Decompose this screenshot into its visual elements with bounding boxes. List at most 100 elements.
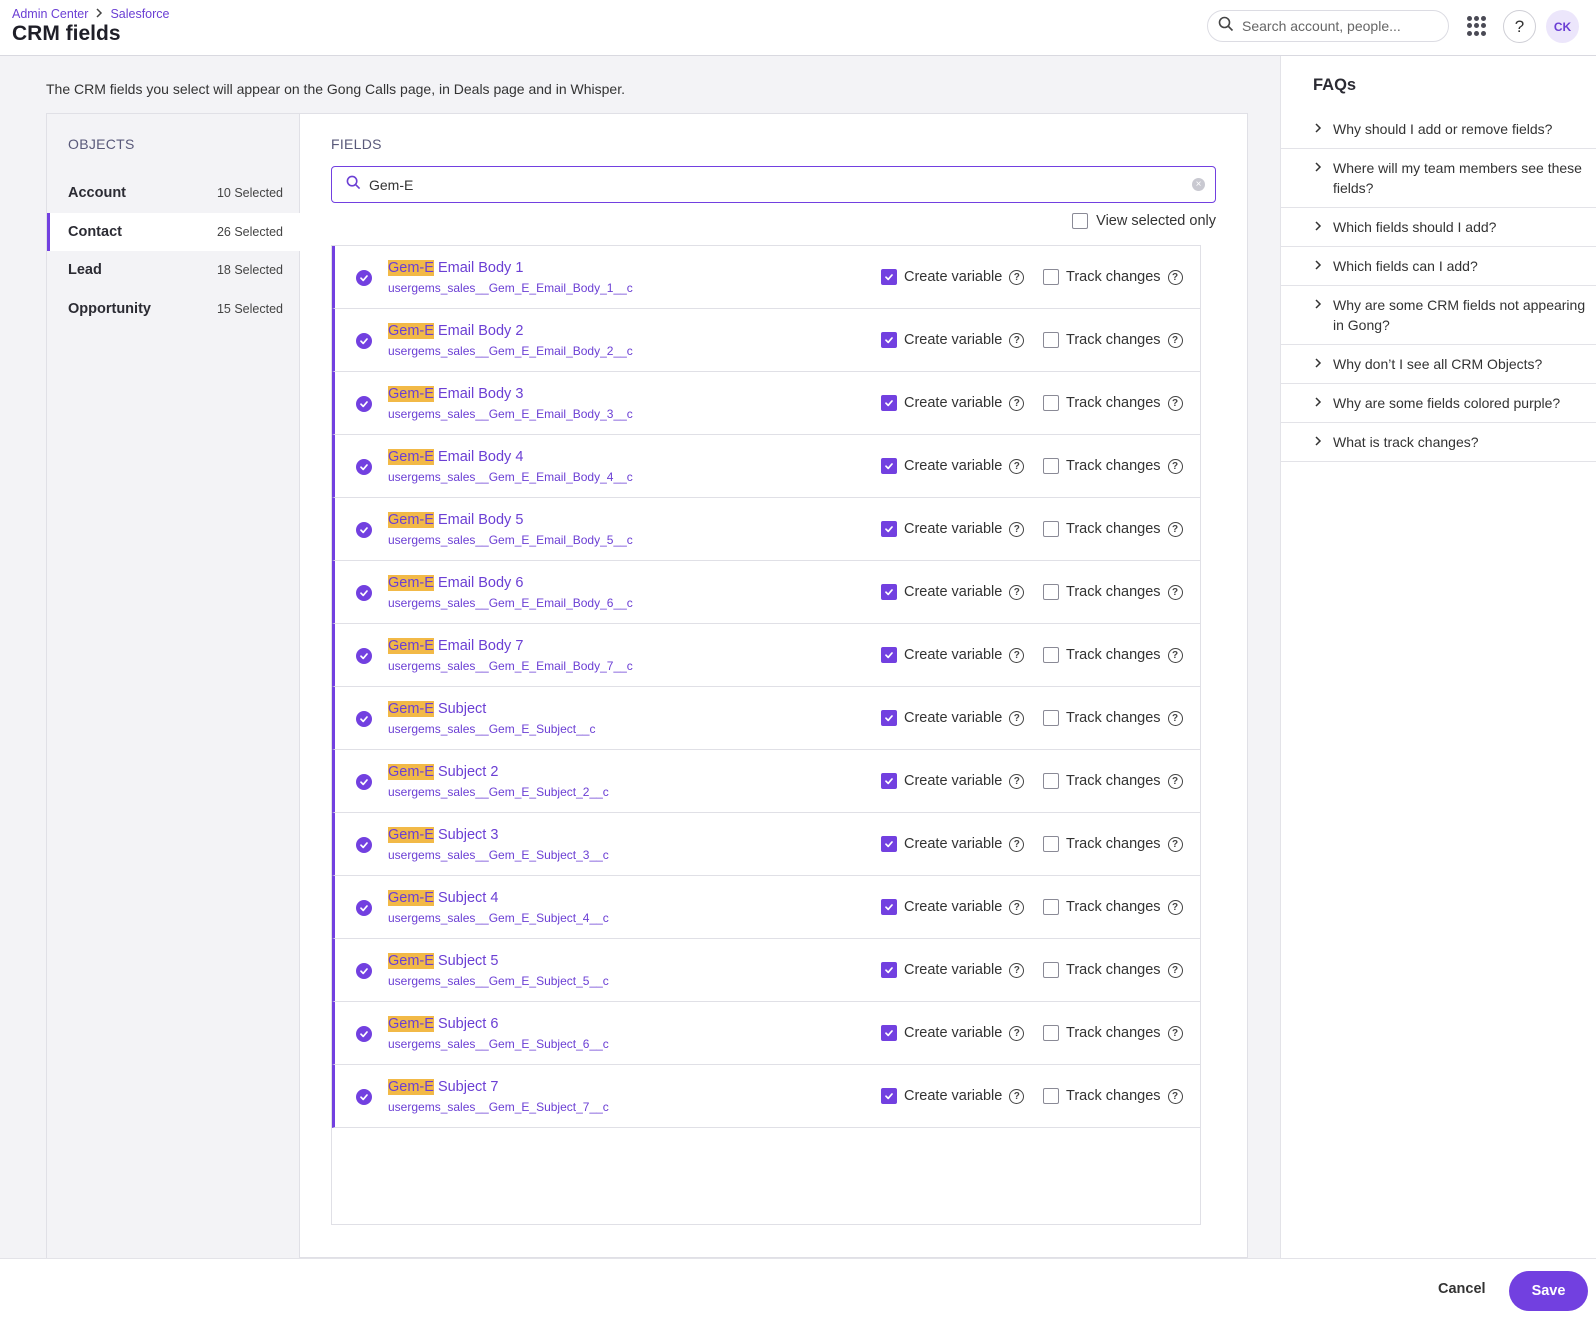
view-selected-only[interactable]: View selected only <box>1072 213 1216 229</box>
create-variable-option[interactable]: Create variable? <box>881 710 1025 726</box>
track-changes-checkbox[interactable] <box>1043 899 1059 915</box>
question-circle-icon[interactable]: ? <box>1167 962 1183 978</box>
create-variable-option[interactable]: Create variable? <box>881 1088 1025 1104</box>
question-circle-icon[interactable]: ? <box>1009 710 1025 726</box>
create-variable-checkbox[interactable] <box>881 332 897 348</box>
field-row[interactable]: Gem-E Subject 7 usergems_sales__Gem_E_Sub… <box>332 1065 1200 1128</box>
object-item-opportunity[interactable]: Opportunity 15 Selected <box>47 290 300 328</box>
faq-item[interactable]: Which fields should I add? <box>1281 208 1596 247</box>
track-changes-option[interactable]: Track changes? <box>1043 1025 1183 1041</box>
faq-item[interactable]: Why are some fields colored purple? <box>1281 384 1596 423</box>
question-circle-icon[interactable]: ? <box>1167 458 1183 474</box>
faq-item[interactable]: Why should I add or remove fields? <box>1281 110 1596 149</box>
check-circle-icon[interactable] <box>356 459 372 475</box>
create-variable-checkbox[interactable] <box>881 773 897 789</box>
track-changes-option[interactable]: Track changes? <box>1043 269 1183 285</box>
object-item-account[interactable]: Account 10 Selected <box>47 174 300 212</box>
create-variable-checkbox[interactable] <box>881 647 897 663</box>
question-circle-icon[interactable]: ? <box>1009 899 1025 915</box>
question-circle-icon[interactable]: ? <box>1167 899 1183 915</box>
track-changes-option[interactable]: Track changes? <box>1043 647 1183 663</box>
create-variable-option[interactable]: Create variable? <box>881 458 1025 474</box>
object-item-contact[interactable]: Contact 26 Selected <box>47 212 300 251</box>
avatar[interactable]: CK <box>1546 10 1579 43</box>
faq-item[interactable]: Where will my team members see these fie… <box>1281 149 1596 208</box>
track-changes-checkbox[interactable] <box>1043 836 1059 852</box>
faq-item[interactable]: What is track changes? <box>1281 423 1596 462</box>
question-circle-icon[interactable]: ? <box>1167 332 1183 348</box>
check-circle-icon[interactable] <box>356 1089 372 1105</box>
question-circle-icon[interactable]: ? <box>1167 710 1183 726</box>
track-changes-option[interactable]: Track changes? <box>1043 899 1183 915</box>
field-row[interactable]: Gem-E Subject 5 usergems_sales__Gem_E_Sub… <box>332 939 1200 1002</box>
create-variable-option[interactable]: Create variable? <box>881 836 1025 852</box>
field-row[interactable]: Gem-E Subject 2 usergems_sales__Gem_E_Sub… <box>332 750 1200 813</box>
field-row[interactable]: Gem-E Email Body 6 usergems_sales__Gem_E_… <box>332 561 1200 624</box>
faq-item[interactable]: Why don’t I see all CRM Objects? <box>1281 345 1596 384</box>
question-circle-icon[interactable]: ? <box>1009 773 1025 789</box>
field-row[interactable]: Gem-E Subject 3 usergems_sales__Gem_E_Sub… <box>332 813 1200 876</box>
create-variable-checkbox[interactable] <box>881 710 897 726</box>
question-circle-icon[interactable]: ? <box>1009 1088 1025 1104</box>
question-circle-icon[interactable]: ? <box>1009 584 1025 600</box>
check-circle-icon[interactable] <box>356 900 372 916</box>
global-search[interactable] <box>1207 10 1449 42</box>
field-row[interactable]: Gem-E Email Body 5 usergems_sales__Gem_E_… <box>332 498 1200 561</box>
track-changes-option[interactable]: Track changes? <box>1043 962 1183 978</box>
track-changes-option[interactable]: Track changes? <box>1043 395 1183 411</box>
object-item-lead[interactable]: Lead 18 Selected <box>47 251 300 289</box>
track-changes-option[interactable]: Track changes? <box>1043 1088 1183 1104</box>
track-changes-checkbox[interactable] <box>1043 962 1059 978</box>
track-changes-checkbox[interactable] <box>1043 458 1059 474</box>
field-row[interactable]: Gem-E Email Body 7 usergems_sales__Gem_E_… <box>332 624 1200 687</box>
clear-icon[interactable]: × <box>1192 178 1205 191</box>
check-circle-icon[interactable] <box>356 648 372 664</box>
question-circle-icon[interactable]: ? <box>1167 1025 1183 1041</box>
question-circle-icon[interactable]: ? <box>1009 269 1025 285</box>
global-search-input[interactable] <box>1242 18 1432 34</box>
track-changes-checkbox[interactable] <box>1043 521 1059 537</box>
track-changes-checkbox[interactable] <box>1043 269 1059 285</box>
field-row[interactable]: Gem-E Subject 4 usergems_sales__Gem_E_Sub… <box>332 876 1200 939</box>
help-button[interactable]: ? <box>1503 10 1536 43</box>
track-changes-option[interactable]: Track changes? <box>1043 521 1183 537</box>
create-variable-checkbox[interactable] <box>881 521 897 537</box>
field-row[interactable]: Gem-E Email Body 1 usergems_sales__Gem_E_… <box>332 246 1200 309</box>
track-changes-checkbox[interactable] <box>1043 332 1059 348</box>
question-circle-icon[interactable]: ? <box>1167 773 1183 789</box>
check-circle-icon[interactable] <box>356 522 372 538</box>
question-circle-icon[interactable]: ? <box>1009 1025 1025 1041</box>
create-variable-option[interactable]: Create variable? <box>881 899 1025 915</box>
create-variable-option[interactable]: Create variable? <box>881 1025 1025 1041</box>
question-circle-icon[interactable]: ? <box>1009 521 1025 537</box>
check-circle-icon[interactable] <box>356 963 372 979</box>
create-variable-option[interactable]: Create variable? <box>881 773 1025 789</box>
check-circle-icon[interactable] <box>356 837 372 853</box>
check-circle-icon[interactable] <box>356 585 372 601</box>
create-variable-option[interactable]: Create variable? <box>881 647 1025 663</box>
create-variable-checkbox[interactable] <box>881 1025 897 1041</box>
view-selected-checkbox[interactable] <box>1072 213 1089 229</box>
breadcrumb-salesforce[interactable]: Salesforce <box>110 6 170 21</box>
check-circle-icon[interactable] <box>356 333 372 349</box>
create-variable-checkbox[interactable] <box>881 395 897 411</box>
track-changes-option[interactable]: Track changes? <box>1043 710 1183 726</box>
create-variable-option[interactable]: Create variable? <box>881 962 1025 978</box>
question-circle-icon[interactable]: ? <box>1167 269 1183 285</box>
question-circle-icon[interactable]: ? <box>1167 647 1183 663</box>
field-row[interactable]: Gem-E Email Body 2 usergems_sales__Gem_E_… <box>332 309 1200 372</box>
check-circle-icon[interactable] <box>356 1026 372 1042</box>
field-search[interactable]: × <box>331 166 1216 203</box>
track-changes-checkbox[interactable] <box>1043 395 1059 411</box>
field-row[interactable]: Gem-E Subject usergems_sales__Gem_E_Subje… <box>332 687 1200 750</box>
field-row[interactable]: Gem-E Subject 6 usergems_sales__Gem_E_Sub… <box>332 1002 1200 1065</box>
track-changes-checkbox[interactable] <box>1043 1025 1059 1041</box>
create-variable-checkbox[interactable] <box>881 269 897 285</box>
track-changes-checkbox[interactable] <box>1043 584 1059 600</box>
question-circle-icon[interactable]: ? <box>1009 395 1025 411</box>
question-circle-icon[interactable]: ? <box>1167 395 1183 411</box>
check-circle-icon[interactable] <box>356 711 372 727</box>
question-circle-icon[interactable]: ? <box>1009 458 1025 474</box>
check-circle-icon[interactable] <box>356 270 372 286</box>
create-variable-checkbox[interactable] <box>881 584 897 600</box>
